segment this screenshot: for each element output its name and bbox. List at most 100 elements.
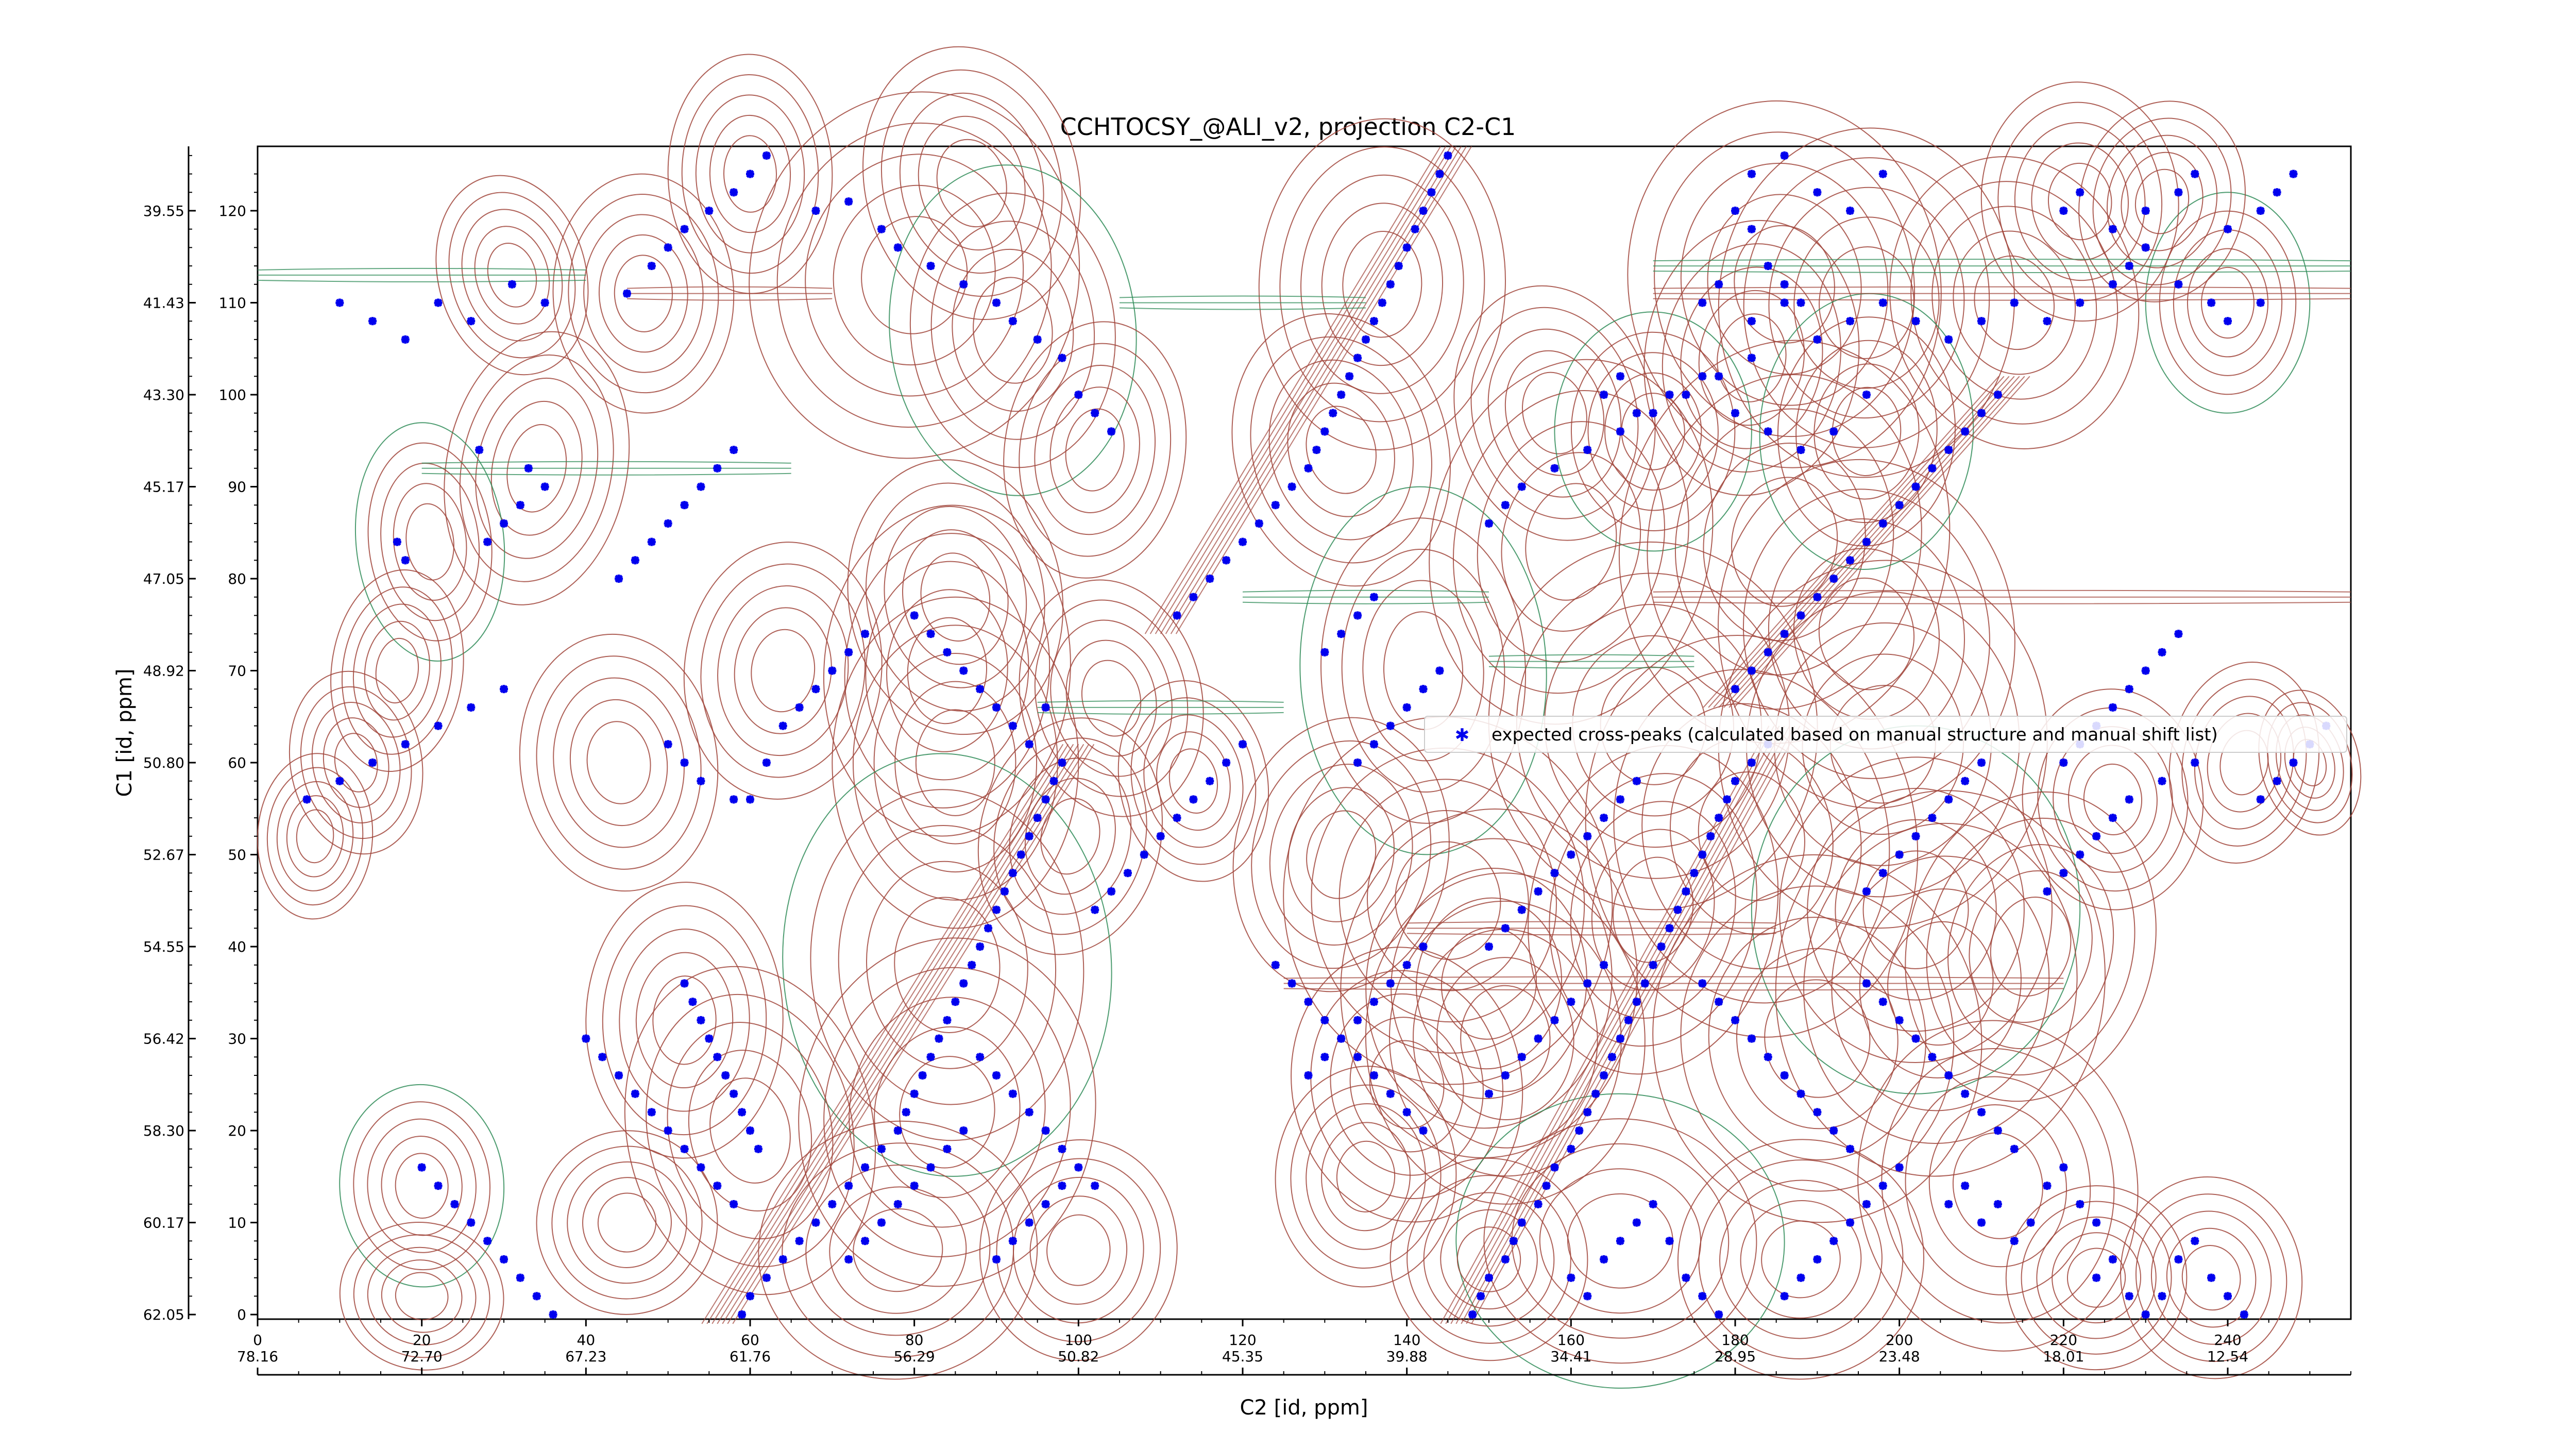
- cross-peak-point: [1058, 759, 1066, 767]
- cross-peak-point: [2092, 832, 2101, 840]
- cross-peak-point: [1813, 335, 1822, 344]
- contour-ring: [2145, 192, 2311, 414]
- cross-peak-point: [1369, 998, 1378, 1006]
- contour-ring: [1406, 1175, 1571, 1344]
- cross-peak-point: [1485, 519, 1493, 528]
- cross-peak-point: [746, 795, 754, 804]
- cross-peak-point: [2076, 1200, 2084, 1208]
- contour-ring: [597, 1192, 657, 1253]
- cross-peak-point: [1747, 170, 1756, 178]
- cross-peak-point: [1402, 703, 1411, 712]
- cross-peak-point: [680, 759, 689, 767]
- contour-ring: [1549, 773, 1757, 1047]
- contour-ring: [257, 753, 374, 920]
- contour-ring: [1761, 1220, 1841, 1299]
- cross-peak-point: [1632, 1218, 1641, 1227]
- cross-peak-point: [1608, 1053, 1616, 1062]
- cross-peak-point: [1780, 630, 1789, 638]
- cross-peak-point: [1665, 390, 1674, 399]
- y-ppm-tick-label: 54.55: [143, 938, 184, 955]
- contour-ring: [1585, 635, 1919, 1038]
- cross-peak-point: [926, 630, 935, 638]
- cross-peak-point: [1928, 1053, 1937, 1062]
- contour-ring: [1342, 230, 1422, 338]
- x-ppm-tick-label: 72.70: [401, 1348, 443, 1365]
- contour-ring: [1019, 343, 1172, 557]
- contour-ring: [853, 1208, 943, 1292]
- cross-peak-point: [582, 1034, 590, 1043]
- diagonal-contour: [1734, 376, 2030, 708]
- contour-ring: [874, 1026, 1021, 1198]
- cross-peak-point: [730, 795, 738, 804]
- cross-peak-markers: [302, 151, 2331, 1319]
- cross-peak-point: [1206, 574, 1214, 583]
- x-ppm-tick-label: 34.41: [1550, 1348, 1591, 1365]
- contour-ring: [2187, 248, 2269, 358]
- cross-peak-point: [1665, 1237, 1674, 1245]
- cross-peak-point: [730, 446, 738, 454]
- contour-ring: [2083, 763, 2143, 835]
- cross-peak-point: [401, 335, 410, 344]
- legend-label: expected cross-peaks (calculated based o…: [1492, 724, 2218, 745]
- cross-peak-point: [664, 243, 672, 252]
- cross-peak-point: [959, 1126, 968, 1135]
- diagonal-contour: [732, 744, 1095, 1324]
- cross-peak-point: [1320, 1053, 1329, 1062]
- cross-peak-point: [705, 206, 714, 215]
- contour-ring: [920, 552, 991, 642]
- cross-peak-point: [1715, 998, 1723, 1006]
- cross-peak-point: [1058, 353, 1066, 362]
- cross-peak-point: [861, 1163, 870, 1172]
- y-ppm-tick-label: 58.30: [143, 1122, 184, 1139]
- cross-peak-point: [943, 1144, 952, 1153]
- cross-peak-point: [1025, 1218, 1033, 1227]
- contour-ring: [1299, 486, 1547, 855]
- contour-ring: [751, 629, 816, 713]
- contour-ring: [1436, 957, 1574, 1120]
- contour-ring: [1952, 1132, 2043, 1239]
- contour-layer: [257, 46, 2362, 1389]
- contour-ring: [461, 209, 563, 342]
- cross-peak-point: [401, 556, 410, 565]
- contour-ring: [1232, 717, 1450, 992]
- cross-peak-point: [1649, 1200, 1657, 1208]
- cross-peak-point: [984, 924, 993, 933]
- contour-ring: [1440, 1209, 1538, 1310]
- cross-peak-point: [1329, 409, 1337, 417]
- cross-peak-point: [1534, 887, 1543, 896]
- contour-ring: [918, 115, 1026, 251]
- cross-peak-point: [2158, 777, 2166, 785]
- cross-peak-point: [1008, 1089, 1017, 1098]
- contour-ring: [700, 563, 866, 778]
- contour-ring: [1764, 979, 1871, 1098]
- cross-peak-point: [598, 1053, 607, 1062]
- cross-peak-point: [1509, 1237, 1518, 1245]
- contour-ring: [352, 603, 442, 738]
- contour-ring: [380, 462, 480, 621]
- contour-ring: [1306, 1103, 1426, 1250]
- cross-peak-point: [2174, 280, 2183, 289]
- cross-peak-point: [1993, 1200, 2002, 1208]
- cross-peak-point: [615, 1071, 623, 1080]
- cross-peak-point: [2289, 170, 2298, 178]
- contour-ring: [1156, 731, 1231, 831]
- x-ppm-tick-label: 50.82: [1058, 1348, 1099, 1365]
- legend: ✱ expected cross-peaks (calculated based…: [1424, 716, 2347, 753]
- cross-peak-point: [1008, 1237, 1017, 1245]
- x-ppm-tick-label: 67.23: [565, 1348, 606, 1365]
- cross-peak-point: [417, 1163, 426, 1172]
- cross-peak-point: [778, 1255, 787, 1263]
- streak-contour: [1653, 298, 2351, 301]
- contour-ring: [1065, 639, 1157, 757]
- cross-peak-point: [1977, 1218, 1986, 1227]
- cross-peak-point: [1173, 611, 1181, 620]
- streak-contour: [1406, 921, 1776, 924]
- cross-peak-point: [1780, 1292, 1789, 1301]
- cross-peak-point: [1402, 243, 1411, 252]
- cross-peak-point: [2076, 188, 2084, 197]
- cross-peak-point: [959, 979, 968, 988]
- contour-ring: [1453, 285, 1656, 541]
- y-ppm-axis: 62.05 60.17 58.30 56.42 54.55 52.67 50.80 48.92…: [143, 146, 196, 1323]
- cross-peak-point: [1501, 1255, 1510, 1263]
- cross-peak-point: [1140, 850, 1148, 859]
